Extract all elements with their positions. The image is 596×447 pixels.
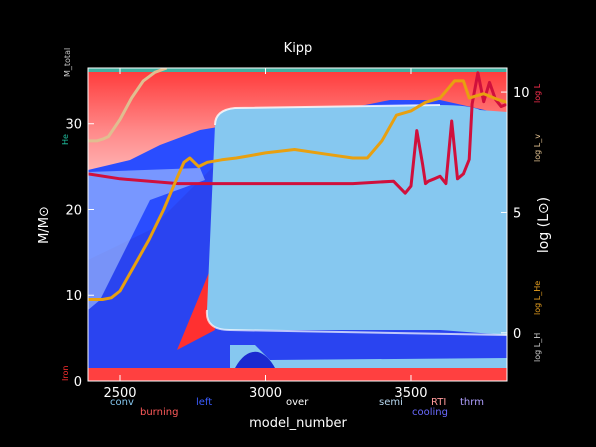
legend-over: over [286, 397, 309, 408]
y-right-tick-label: 0 [513, 327, 521, 342]
burning-envelope [88, 70, 507, 170]
side-label-iron: Iron [61, 366, 70, 381]
left-convective-band [88, 168, 205, 310]
axes-frame [87, 67, 508, 382]
x-tick-label: 2500 [103, 386, 136, 401]
series-line-0 [88, 71, 507, 195]
bottom-convective-strip [230, 345, 507, 368]
x-tick-label: 3000 [249, 386, 282, 401]
legend-conv: conv [110, 397, 134, 408]
series-line-1 [88, 79, 507, 301]
legend-thrm: thrm [460, 397, 484, 408]
legend-cooling: cooling [412, 407, 448, 418]
red-triangle-region [177, 270, 215, 350]
legend-rti: RTI [431, 397, 446, 408]
x-axis-label: model_number [249, 416, 347, 431]
side-label-log-lhe: log L_He [533, 281, 542, 315]
convective-zone [206, 105, 507, 335]
legend-semi: semi [379, 397, 403, 408]
convective-zone-edge-bottom [205, 309, 507, 336]
x-tick-label: 3500 [394, 386, 427, 401]
y-left-tick-label: 30 [65, 118, 82, 133]
side-label-log-l: log L [533, 83, 542, 103]
legend-burning: burning [140, 407, 178, 418]
convective-zone-edge [214, 104, 441, 126]
side-label-log-lh: log L_H [533, 333, 542, 362]
y-left-tick-label: 10 [65, 289, 82, 304]
y-right-tick-label: 10 [513, 86, 530, 101]
mixing-regions [88, 68, 507, 381]
top-he-band [88, 68, 507, 72]
legend: conv burning left over semi RTI cooling … [110, 397, 484, 418]
side-label-mtotal: M_total [63, 48, 72, 77]
legend-left: left [196, 397, 212, 408]
bottom-red-band [88, 368, 507, 381]
y-right-axis-label: log (L⊙) [536, 197, 552, 253]
side-label-he: He [61, 134, 70, 145]
side-labels: M_total He Iron log L_H log L_He log L_v… [61, 48, 542, 381]
side-label-log-lv: log L_v [533, 134, 542, 162]
chart-title: Kipp [284, 41, 313, 56]
y-left-axis-label: M/M⊙ [37, 206, 52, 244]
y-right-tick-label: 5 [513, 206, 521, 221]
y-left-tick-label: 20 [65, 203, 82, 218]
y-left-tick-label: 0 [74, 375, 82, 390]
series-line-2 [88, 68, 168, 143]
core-bubble [235, 351, 275, 368]
